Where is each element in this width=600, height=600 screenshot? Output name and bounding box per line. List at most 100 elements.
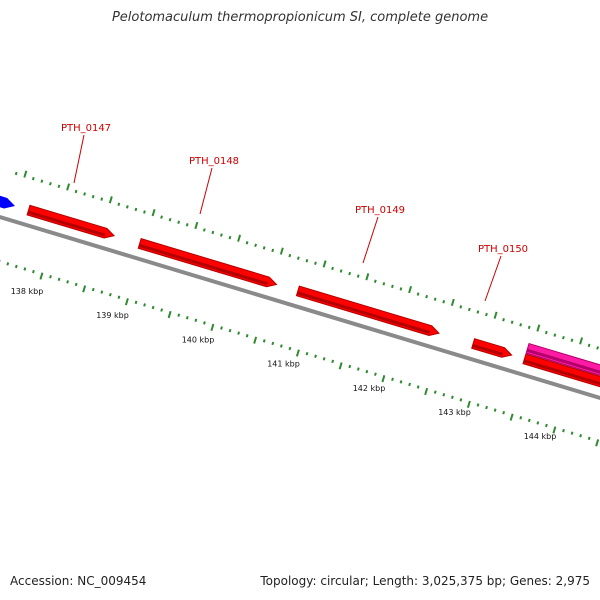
- tick-mark: [83, 192, 87, 196]
- tick-mark: [228, 235, 232, 240]
- tick-mark: [271, 341, 275, 346]
- tick-mark: [536, 324, 541, 332]
- tick-mark: [510, 320, 514, 325]
- tick-mark: [381, 375, 386, 383]
- tick-mark: [125, 205, 129, 209]
- tick-mark: [124, 298, 129, 306]
- tick-mark: [288, 253, 292, 258]
- genome-backbone: [0, 214, 600, 401]
- gene-PTH_0150[interactable]: [471, 338, 513, 358]
- tick-mark: [408, 382, 412, 387]
- tick-mark: [545, 423, 548, 428]
- tick-mark: [177, 313, 181, 317]
- tick-mark: [237, 331, 241, 335]
- tick-mark: [23, 267, 27, 271]
- tick-mark: [211, 230, 215, 235]
- tick-mark: [485, 312, 488, 317]
- kbp-tick-label: 143 kbp: [438, 408, 471, 417]
- gene-gene-prev[interactable]: [0, 181, 15, 209]
- inner-tick-ring: [0, 260, 600, 447]
- tick-mark: [424, 387, 429, 396]
- tick-mark: [527, 325, 531, 330]
- tick-mark: [553, 333, 557, 337]
- tick-mark: [476, 310, 480, 314]
- tick-mark: [408, 285, 413, 294]
- tick-mark: [493, 311, 498, 319]
- tick-mark: [476, 403, 480, 407]
- tick-mark: [314, 261, 317, 266]
- tick-mark: [356, 367, 360, 371]
- gene-PTH_0148[interactable]: [137, 238, 278, 288]
- tick-mark: [14, 264, 18, 269]
- tick-mark: [552, 426, 557, 434]
- tick-mark: [210, 323, 215, 332]
- tick-mark: [595, 439, 600, 447]
- tick-mark: [425, 294, 429, 299]
- gene-PTH_0149[interactable]: [295, 285, 440, 336]
- tick-mark: [202, 228, 206, 232]
- tick-mark: [314, 354, 317, 358]
- gene-gene-next-reverse[interactable]: [525, 342, 600, 386]
- tick-mark: [254, 243, 258, 248]
- tick-mark: [338, 362, 343, 370]
- tick-mark: [108, 292, 112, 297]
- tick-mark: [117, 202, 121, 207]
- tick-mark: [433, 297, 437, 301]
- map-title: Pelotomaculum thermopropionicum SI, comp…: [111, 10, 489, 25]
- tick-mark: [562, 428, 565, 433]
- tick-mark: [502, 410, 506, 415]
- tick-mark: [32, 269, 35, 274]
- tick-mark: [49, 275, 52, 279]
- tick-mark: [14, 171, 18, 176]
- tick-mark: [450, 298, 455, 307]
- tick-mark: [6, 262, 10, 266]
- tick-mark: [185, 316, 189, 320]
- tick-mark: [579, 337, 584, 345]
- tick-mark: [100, 197, 104, 201]
- tick-mark: [459, 398, 463, 402]
- tick-mark: [66, 280, 70, 284]
- tick-mark: [373, 279, 377, 283]
- tick-mark: [459, 305, 463, 309]
- tick-mark: [253, 336, 258, 344]
- tick-mark: [339, 269, 343, 273]
- tick-mark: [66, 183, 71, 191]
- tick-mark: [91, 194, 95, 199]
- tick-mark: [391, 284, 394, 289]
- tick-mark: [194, 221, 199, 230]
- tick-mark: [82, 285, 87, 293]
- tick-mark: [348, 271, 352, 276]
- kbp-tick-label: 138 kbp: [11, 287, 44, 296]
- tick-mark: [237, 234, 242, 242]
- tick-mark: [245, 333, 249, 338]
- kbp-tick-label: 141 kbp: [267, 360, 300, 369]
- tick-mark: [279, 344, 283, 348]
- gene-label-PTH_0148: PTH_0148: [189, 156, 239, 167]
- tick-mark: [305, 258, 309, 263]
- tick-mark: [502, 317, 505, 322]
- tick-mark: [49, 182, 52, 186]
- tick-mark: [391, 377, 394, 382]
- tick-mark: [262, 339, 266, 343]
- tick-mark: [167, 310, 172, 319]
- tick-mark: [544, 330, 548, 335]
- tick-mark: [450, 395, 454, 400]
- tick-mark: [40, 179, 44, 183]
- tick-mark: [288, 346, 292, 351]
- tick-mark: [416, 292, 420, 296]
- tick-mark: [587, 436, 591, 441]
- tick-mark: [295, 349, 300, 357]
- tick-mark: [467, 307, 471, 312]
- genome-summary-text: Topology: circular; Length: 3,025,375 bp…: [260, 574, 590, 588]
- tick-mark: [151, 208, 156, 217]
- tick-mark: [220, 233, 223, 237]
- tick-mark: [519, 416, 523, 420]
- tick-mark: [579, 434, 583, 438]
- tick-mark: [185, 223, 189, 227]
- outer-tick-ring: [14, 170, 600, 350]
- gene-gene-next-forward[interactable]: [522, 353, 600, 396]
- tick-mark: [228, 328, 232, 333]
- gene-PTH_0147[interactable]: [26, 204, 116, 239]
- tick-mark: [168, 217, 172, 222]
